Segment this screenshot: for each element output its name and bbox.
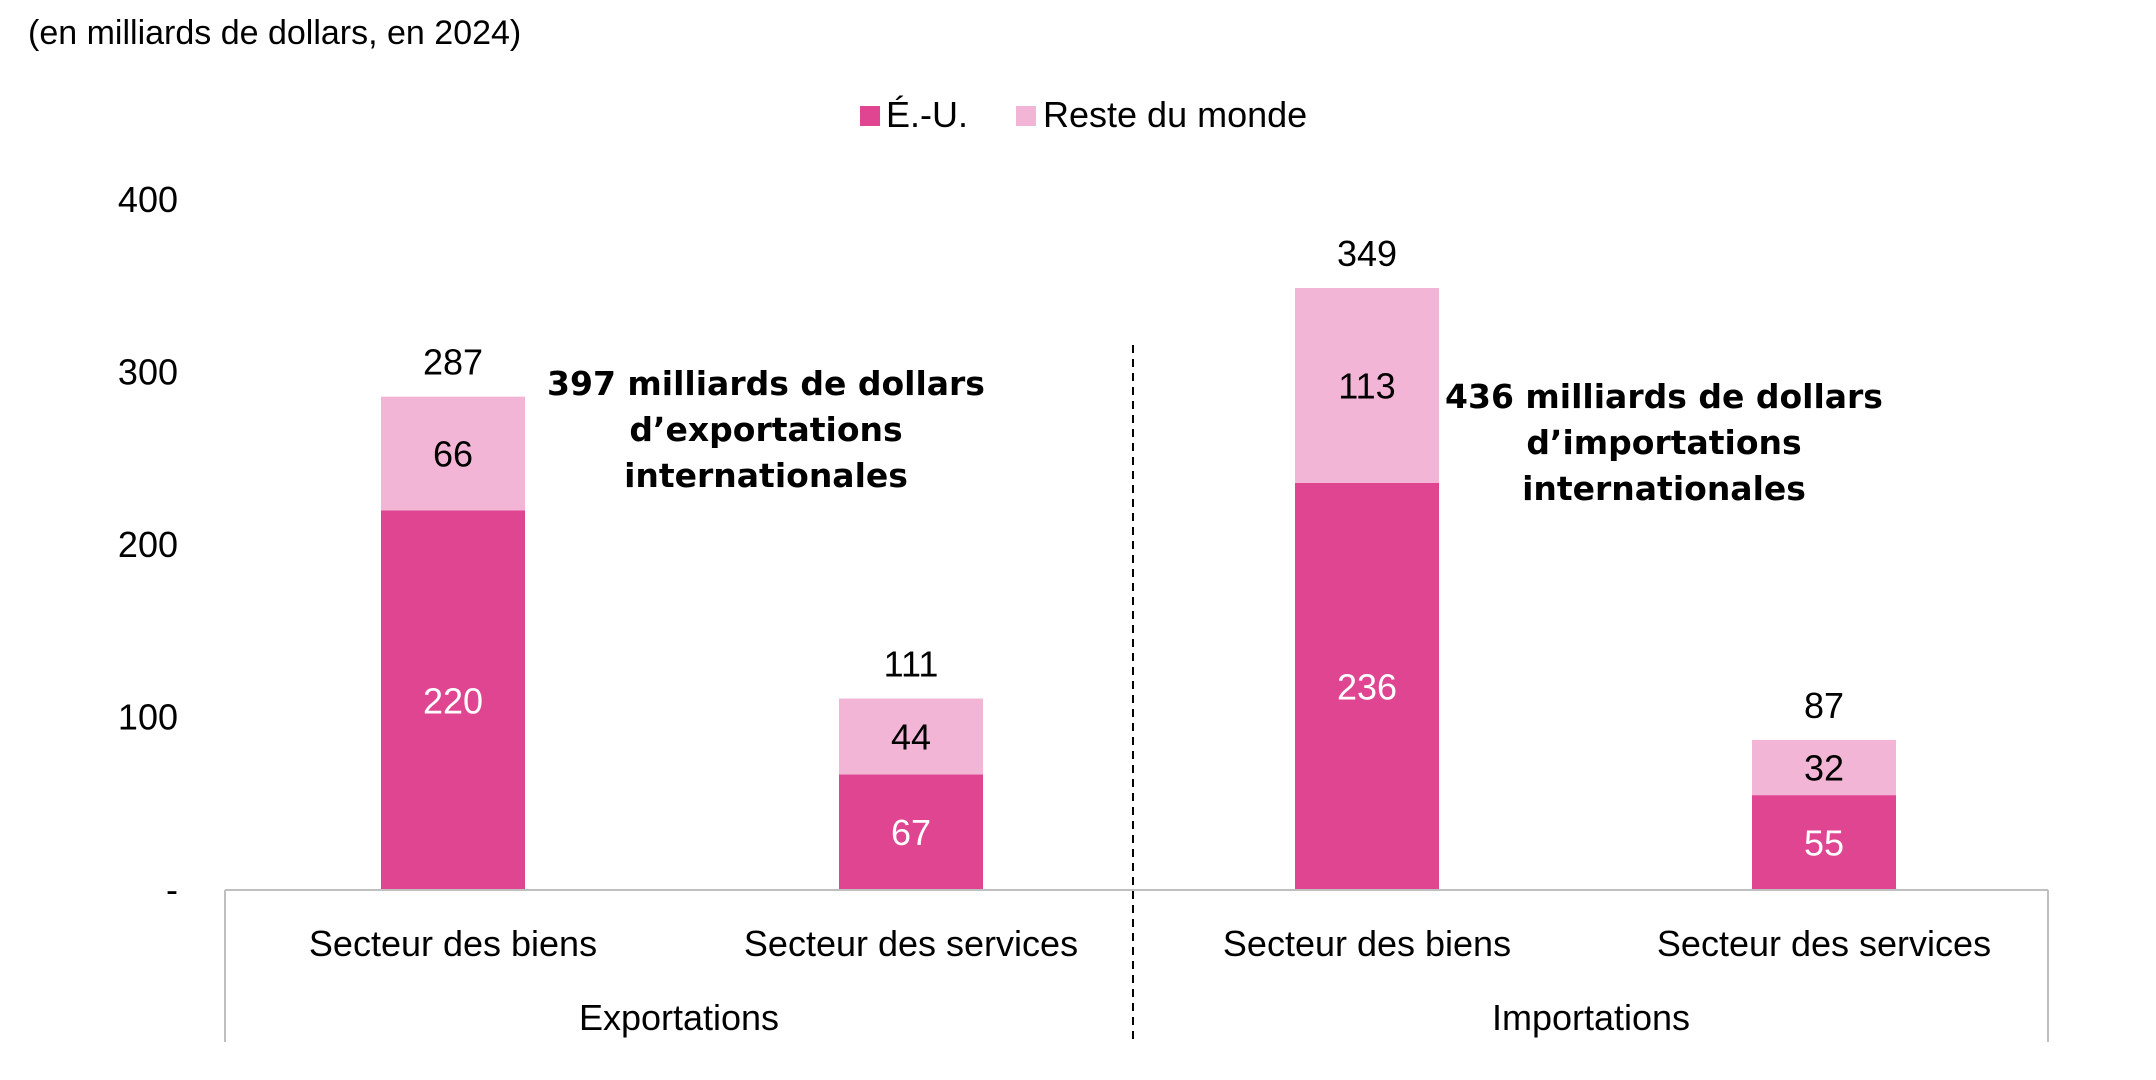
legend-swatch-rest [1016,106,1036,126]
annotation-text: internationales [1522,469,1806,508]
y-tick-label: 200 [118,524,178,565]
y-tick-label: 300 [118,352,178,393]
annotation-text: internationales [624,456,908,495]
group-label: Importations [1492,997,1690,1038]
data-label-total: 287 [423,342,483,383]
x-tick-label: Secteur des services [744,923,1078,964]
data-labels: 220 66 287 67 44 111 236 113 349 55 32 87 [423,233,1844,864]
annotation-text: d’importations [1526,423,1801,462]
y-tick-label: - [166,869,178,910]
data-label-eu: 236 [1337,666,1397,707]
chart-subtitle: (en milliards de dollars, en 2024) [28,14,521,52]
annotations: 397 milliards de dollars d’exportations in… [547,364,1883,508]
data-label-total: 87 [1804,685,1844,726]
data-label-eu: 220 [423,680,483,721]
data-label-rest: 44 [891,716,931,757]
annotation-text: 436 milliards de dollars [1445,377,1883,416]
y-tick-label: 100 [118,697,178,738]
bar-eu [1752,795,1896,890]
data-label-rest: 32 [1804,748,1844,789]
annotation-text: d’exportations [629,410,902,449]
legend: É.-U. Reste du monde [860,94,1307,135]
x-tick-label: Secteur des biens [309,923,597,964]
x-axis: Secteur des biens Secteur des services Sec… [224,345,2049,1042]
data-label-total: 111 [884,644,939,685]
x-tick-label: Secteur des biens [1223,923,1511,964]
group-label: Exportations [579,997,779,1038]
legend-label-eu: É.-U. [886,94,968,135]
x-tick-label: Secteur des services [1657,923,1991,964]
data-label-rest: 66 [433,434,473,475]
legend-swatch-eu [860,106,880,126]
y-tick-label: 400 [118,179,178,220]
data-label-eu: 67 [891,812,931,853]
data-label-rest: 113 [1338,365,1395,406]
bar-rest [1752,739,1896,796]
legend-label-rest: Reste du monde [1043,94,1307,135]
bar-rest [839,698,983,775]
bars [381,287,1896,890]
bar-rest [381,396,525,511]
bar-rest [1295,287,1439,483]
bar-eu [381,510,525,890]
data-label-total: 349 [1337,233,1397,274]
data-label-eu: 55 [1804,823,1844,864]
annotation-text: 397 milliards de dollars [547,364,985,403]
bar-eu [1295,482,1439,890]
y-axis: - 100 200 300 400 [118,179,178,910]
bar-eu [839,774,983,890]
